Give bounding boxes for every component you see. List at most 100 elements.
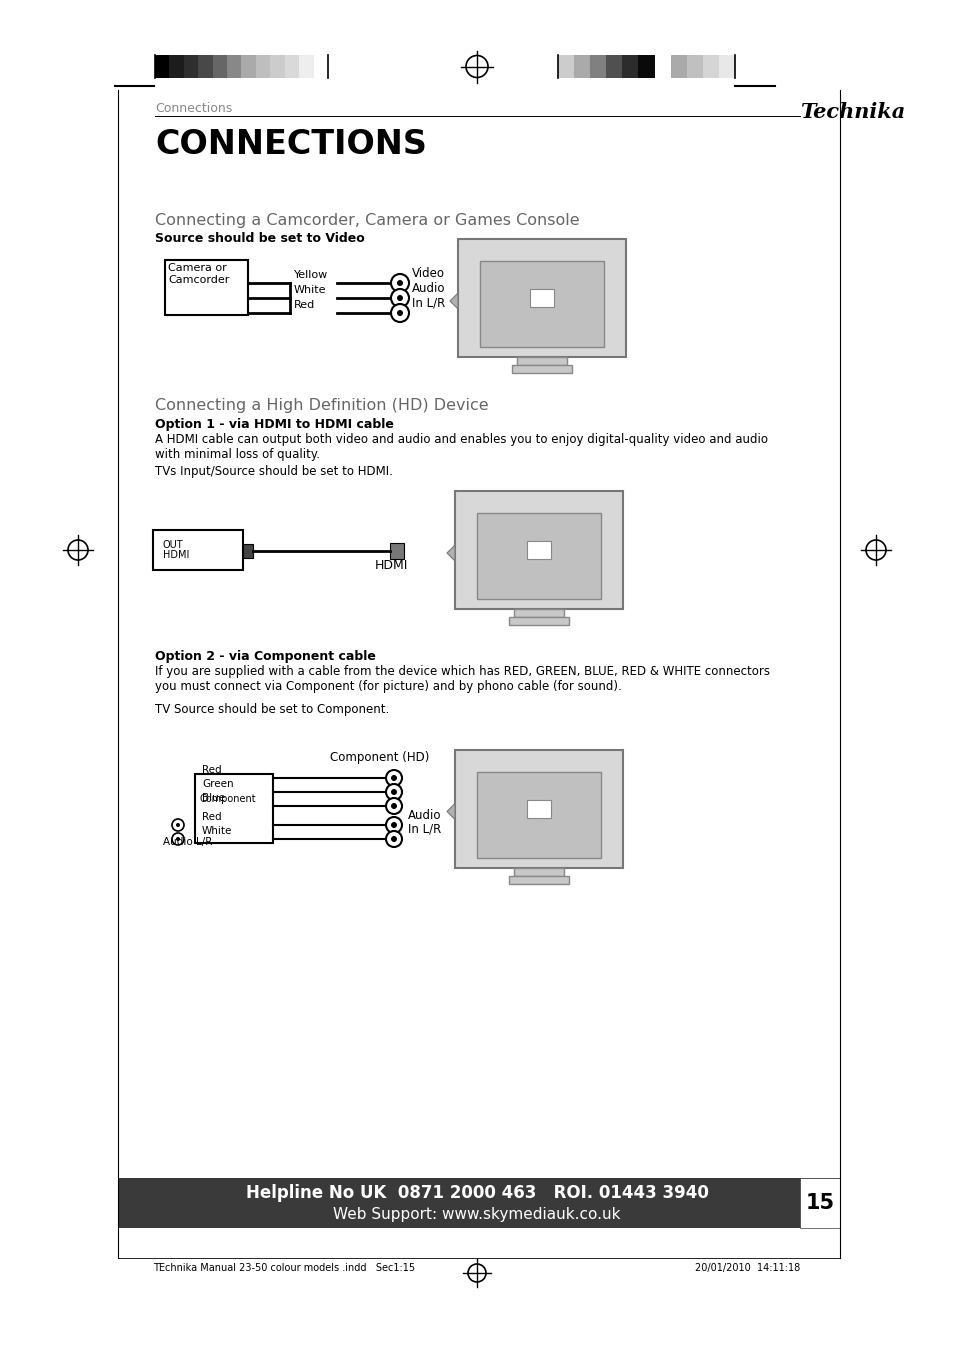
Circle shape bbox=[396, 279, 402, 286]
Circle shape bbox=[386, 784, 401, 801]
Bar bbox=[455, 749, 622, 868]
Bar bbox=[284, 55, 299, 78]
Bar bbox=[512, 364, 572, 373]
Bar bbox=[526, 799, 551, 818]
Bar bbox=[574, 55, 590, 78]
Circle shape bbox=[396, 310, 402, 316]
Bar bbox=[390, 543, 403, 559]
Text: TEchnika Manual 23-50 colour models .indd   Sec1:15: TEchnika Manual 23-50 colour models .ind… bbox=[152, 1264, 415, 1273]
Text: Web Support: www.skymediauk.co.uk: Web Support: www.skymediauk.co.uk bbox=[333, 1207, 620, 1222]
Text: Video: Video bbox=[412, 267, 444, 279]
Circle shape bbox=[391, 289, 409, 306]
Bar bbox=[702, 55, 719, 78]
Text: Connecting a High Definition (HD) Device: Connecting a High Definition (HD) Device bbox=[154, 398, 488, 413]
Bar bbox=[621, 55, 638, 78]
Text: In L/R: In L/R bbox=[412, 297, 445, 310]
Text: Camera or: Camera or bbox=[168, 263, 227, 273]
Text: White: White bbox=[202, 826, 233, 836]
Text: Red: Red bbox=[202, 811, 221, 822]
Text: Green: Green bbox=[202, 779, 233, 788]
Circle shape bbox=[175, 824, 180, 828]
Bar bbox=[526, 541, 551, 559]
Circle shape bbox=[386, 769, 401, 786]
Bar bbox=[165, 261, 248, 315]
Text: Connecting a Camcorder, Camera or Games Console: Connecting a Camcorder, Camera or Games … bbox=[154, 213, 579, 228]
Bar bbox=[514, 609, 563, 617]
Bar bbox=[558, 55, 574, 78]
Bar bbox=[455, 491, 622, 609]
Bar bbox=[227, 55, 241, 78]
Bar bbox=[184, 55, 198, 78]
Text: HDMI: HDMI bbox=[163, 549, 190, 560]
Bar bbox=[686, 55, 702, 78]
Text: Red: Red bbox=[294, 300, 314, 310]
Bar bbox=[314, 55, 328, 78]
Circle shape bbox=[175, 837, 180, 841]
Text: HDMI: HDMI bbox=[375, 559, 408, 572]
Polygon shape bbox=[450, 293, 457, 309]
Circle shape bbox=[391, 822, 396, 828]
Bar bbox=[606, 55, 621, 78]
Circle shape bbox=[386, 817, 401, 833]
Bar bbox=[243, 544, 253, 558]
Bar bbox=[670, 55, 686, 78]
Text: Audio: Audio bbox=[408, 809, 441, 822]
Text: Yellow: Yellow bbox=[294, 270, 328, 279]
Bar bbox=[213, 55, 227, 78]
Bar bbox=[590, 55, 606, 78]
Bar bbox=[509, 617, 568, 625]
Bar bbox=[638, 55, 654, 78]
Bar bbox=[530, 289, 554, 306]
Bar bbox=[476, 513, 600, 599]
Bar bbox=[517, 356, 566, 365]
Polygon shape bbox=[447, 803, 455, 819]
Bar bbox=[299, 55, 314, 78]
Text: Camcorder: Camcorder bbox=[168, 275, 229, 285]
Bar bbox=[457, 239, 625, 356]
Text: 15: 15 bbox=[804, 1193, 834, 1214]
Bar bbox=[476, 771, 600, 857]
Text: 20/01/2010  14:11:18: 20/01/2010 14:11:18 bbox=[694, 1264, 800, 1273]
Circle shape bbox=[386, 798, 401, 814]
Text: Component: Component bbox=[200, 794, 256, 805]
Text: Helpline No UK  0871 2000 463   ROI. 01443 3940: Helpline No UK 0871 2000 463 ROI. 01443 … bbox=[245, 1184, 708, 1202]
Circle shape bbox=[391, 788, 396, 795]
Text: Red: Red bbox=[202, 765, 221, 775]
Text: In L/R: In L/R bbox=[408, 824, 441, 836]
Text: TVs Input/Source should be set to HDMI.: TVs Input/Source should be set to HDMI. bbox=[154, 464, 393, 478]
Circle shape bbox=[172, 833, 184, 845]
Text: Connections: Connections bbox=[154, 103, 232, 115]
Text: Option 2 - via Component cable: Option 2 - via Component cable bbox=[154, 649, 375, 663]
Bar bbox=[170, 55, 184, 78]
Bar bbox=[270, 55, 284, 78]
Bar bbox=[152, 531, 243, 570]
Bar bbox=[118, 1179, 840, 1228]
Text: Source should be set to Video: Source should be set to Video bbox=[154, 232, 364, 244]
Text: A HDMI cable can output both video and audio and enables you to enjoy digital-qu: A HDMI cable can output both video and a… bbox=[154, 433, 767, 460]
Bar bbox=[479, 261, 603, 347]
Bar bbox=[241, 55, 255, 78]
Text: White: White bbox=[294, 285, 326, 296]
Text: If you are supplied with a cable from the device which has RED, GREEN, BLUE, RED: If you are supplied with a cable from th… bbox=[154, 666, 769, 693]
Bar bbox=[654, 55, 670, 78]
Bar bbox=[154, 55, 170, 78]
Circle shape bbox=[391, 775, 396, 782]
Text: Audio: Audio bbox=[412, 282, 445, 296]
Bar bbox=[719, 55, 734, 78]
Circle shape bbox=[391, 803, 396, 809]
Circle shape bbox=[172, 819, 184, 832]
Text: Technika: Technika bbox=[800, 103, 904, 122]
Bar bbox=[255, 55, 270, 78]
Circle shape bbox=[386, 832, 401, 846]
Circle shape bbox=[391, 304, 409, 323]
Bar bbox=[800, 1179, 840, 1228]
Bar bbox=[194, 774, 273, 842]
Text: Component (HD): Component (HD) bbox=[330, 751, 429, 764]
Polygon shape bbox=[447, 545, 455, 562]
Bar bbox=[514, 868, 563, 876]
Text: Option 1 - via HDMI to HDMI cable: Option 1 - via HDMI to HDMI cable bbox=[154, 418, 394, 431]
Text: OUT: OUT bbox=[163, 540, 183, 549]
Circle shape bbox=[391, 274, 409, 292]
Text: Audio L/R: Audio L/R bbox=[163, 837, 213, 846]
Text: CONNECTIONS: CONNECTIONS bbox=[154, 128, 426, 161]
